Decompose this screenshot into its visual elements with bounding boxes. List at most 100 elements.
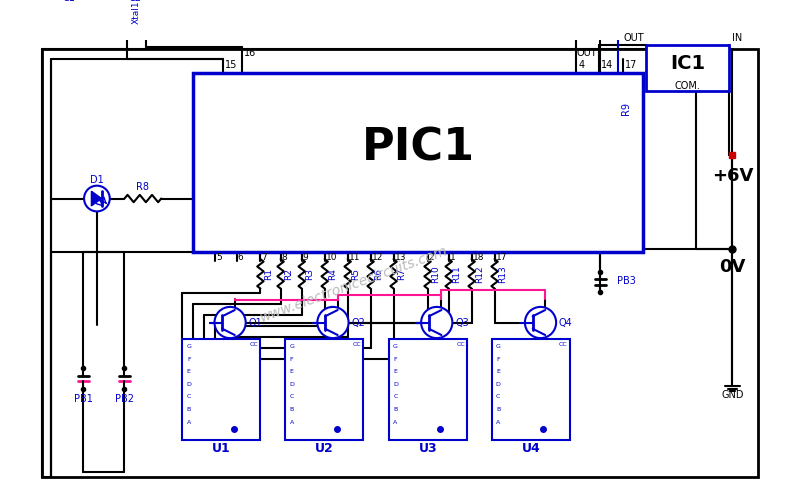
Text: G: G [496, 344, 501, 349]
Text: G: G [393, 344, 398, 349]
Text: CC: CC [353, 342, 362, 347]
Text: IN: IN [731, 34, 742, 43]
Text: +6V: +6V [712, 167, 753, 185]
Bar [182, 339, 261, 440]
Text: R12: R12 [475, 265, 485, 283]
Text: A: A [394, 420, 398, 425]
Bar [646, 45, 729, 91]
Text: B: B [394, 407, 398, 412]
Text: 4: 4 [578, 60, 584, 70]
Text: 9: 9 [302, 253, 308, 262]
Text: D: D [496, 382, 501, 387]
Bar [126, 3, 147, 21]
Text: 1: 1 [450, 253, 455, 262]
Text: F: F [187, 357, 190, 362]
Text: R7: R7 [398, 268, 406, 280]
Text: 10: 10 [326, 253, 337, 262]
Circle shape [525, 307, 556, 338]
Text: F: F [394, 357, 398, 362]
Text: PIC1: PIC1 [362, 127, 475, 170]
Text: COM.: COM. [674, 81, 701, 90]
Text: R9: R9 [621, 102, 631, 115]
Text: C: C [394, 395, 398, 399]
Text: OUT: OUT [624, 34, 644, 43]
Bar [194, 73, 643, 252]
Text: C: C [290, 395, 294, 399]
Text: CC: CC [559, 342, 568, 347]
Text: PB2: PB2 [115, 394, 134, 404]
Text: R6: R6 [374, 268, 383, 280]
Text: 0V: 0V [719, 259, 746, 277]
Text: R13: R13 [498, 265, 507, 283]
Circle shape [318, 307, 349, 338]
Text: 17: 17 [625, 60, 638, 70]
Bar [389, 339, 467, 440]
Text: CC: CC [456, 342, 465, 347]
Text: U4: U4 [522, 442, 540, 455]
Text: B: B [290, 407, 294, 412]
Text: 17: 17 [495, 253, 507, 262]
Text: E: E [290, 369, 294, 374]
Text: 12: 12 [371, 253, 383, 262]
Text: E: E [394, 369, 398, 374]
Text: 18: 18 [473, 253, 484, 262]
Text: 6: 6 [238, 253, 243, 262]
Text: U2: U2 [315, 442, 334, 455]
Text: PB3: PB3 [617, 276, 636, 286]
Text: D: D [289, 382, 294, 387]
Bar [492, 339, 570, 440]
Text: R11: R11 [453, 265, 462, 283]
Text: 16: 16 [244, 49, 256, 58]
Text: U1: U1 [212, 442, 230, 455]
Text: Q1: Q1 [249, 317, 262, 328]
Text: GND: GND [722, 390, 744, 400]
Text: IC1: IC1 [670, 54, 705, 73]
Text: 5: 5 [216, 253, 222, 262]
Text: 8: 8 [282, 253, 287, 262]
Text: A: A [290, 420, 294, 425]
Text: A: A [496, 420, 500, 425]
Text: 7: 7 [262, 253, 267, 262]
Text: PB1: PB1 [74, 394, 93, 404]
Bar [285, 339, 363, 440]
Text: R1: R1 [264, 268, 273, 280]
Text: C: C [186, 395, 191, 399]
Text: D1: D1 [90, 175, 104, 185]
Polygon shape [91, 191, 102, 206]
Text: G: G [289, 344, 294, 349]
Text: B: B [496, 407, 500, 412]
Circle shape [421, 307, 452, 338]
Text: 13: 13 [394, 253, 406, 262]
Text: Q2: Q2 [351, 317, 365, 328]
Text: OUT: OUT [577, 48, 598, 57]
Text: C: C [496, 395, 501, 399]
Text: F: F [497, 357, 500, 362]
Text: 2: 2 [429, 253, 434, 262]
Text: R4: R4 [329, 268, 338, 280]
Text: C2: C2 [129, 0, 142, 3]
Text: CC: CC [250, 342, 258, 347]
Text: Q3: Q3 [455, 317, 469, 328]
Text: B: B [186, 407, 191, 412]
Circle shape [84, 186, 110, 211]
Text: 14: 14 [601, 60, 614, 70]
Text: G: G [186, 344, 191, 349]
Text: R2: R2 [284, 268, 294, 280]
Text: R3: R3 [306, 268, 314, 280]
Text: 15: 15 [225, 60, 237, 70]
Text: U3: U3 [418, 442, 438, 455]
Text: E: E [187, 369, 190, 374]
Text: 11: 11 [349, 253, 360, 262]
Text: C1: C1 [63, 0, 76, 3]
Text: F: F [290, 357, 294, 362]
Circle shape [214, 307, 246, 338]
Text: D: D [186, 382, 191, 387]
Text: D: D [393, 382, 398, 387]
Text: R10: R10 [431, 265, 440, 283]
Text: A: A [186, 420, 191, 425]
Text: R8: R8 [136, 182, 150, 191]
Text: Q4: Q4 [559, 317, 573, 328]
Text: E: E [496, 369, 500, 374]
Text: www.electronicecircuits.com: www.electronicecircuits.com [258, 243, 450, 325]
Text: R5: R5 [351, 268, 361, 280]
